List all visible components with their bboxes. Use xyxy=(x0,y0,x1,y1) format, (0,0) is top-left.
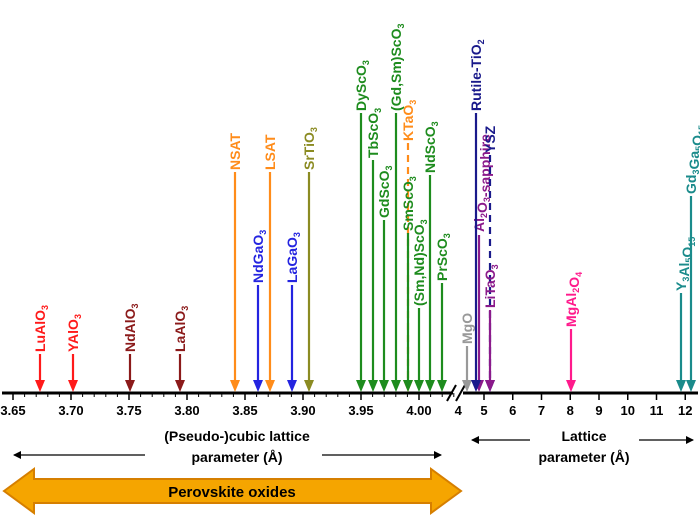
marker-ndalo-label: NdAlO3 xyxy=(122,303,140,352)
marker-lsat-arrowhead xyxy=(265,380,275,392)
marker-yalo-label: YAlO3 xyxy=(65,314,83,352)
marker-mgal2o4-label: MgAl2O4 xyxy=(563,272,584,327)
marker-gdsmsco-arrowhead xyxy=(391,380,401,392)
marker-srtio-label: SrTiO3 xyxy=(301,127,319,170)
marker-ndgao-arrowhead xyxy=(253,380,263,392)
marker-litao3-label: LiTaO3 xyxy=(482,264,500,308)
marker-mgo-label: MgO xyxy=(459,313,475,344)
marker-dysco-arrowhead xyxy=(356,380,366,392)
axis-break xyxy=(446,384,466,402)
marker-prsco-label: PrScO3 xyxy=(434,233,452,281)
marker-ndsco-label: NdScO3 xyxy=(422,121,440,173)
marker-ndsco-arrowhead xyxy=(425,380,435,392)
marker-yalo-arrowhead xyxy=(68,380,78,392)
left-tick-label: 3.65 xyxy=(0,403,25,418)
marker-smndsco-arrowhead xyxy=(414,380,424,392)
marker-tbsco-arrowhead xyxy=(368,380,378,392)
marker-tbsco-label: TbScO3 xyxy=(365,108,383,158)
marker-lsat-label: LSAT xyxy=(262,134,278,170)
left-tick-label: 3.80 xyxy=(174,403,199,418)
marker-gd3ga5o15-label: Gd3Ga5O15 xyxy=(683,125,700,194)
right-axis-label-line2: parameter (Å) xyxy=(538,449,629,465)
marker-laalo-label: LaAlO3 xyxy=(172,306,190,352)
left-axis-label-line1: (Pseudo-)cubic lattice xyxy=(164,428,310,444)
marker-smsco-arrowhead xyxy=(403,380,413,392)
marker-lualo-arrowhead xyxy=(35,380,45,392)
right-tick-label: 11 xyxy=(650,403,664,418)
marker-gd3ga5o15-arrowhead xyxy=(686,380,696,392)
right-tick-label: 5 xyxy=(480,403,487,418)
marker-gdsmsco-label: (Gd,Sm)ScO3 xyxy=(388,24,406,111)
left-tick-label: 3.75 xyxy=(116,403,141,418)
marker-prsco-arrowhead xyxy=(437,380,447,392)
left-axis-label-line2: parameter (Å) xyxy=(191,449,282,465)
marker-ysz-label: YSZ xyxy=(482,125,498,153)
right-tick-label: 8 xyxy=(567,403,574,418)
marker-lagao-arrowhead xyxy=(287,380,297,392)
marker-lagao-label: LaGaO3 xyxy=(284,232,302,283)
right-tick-label: 6 xyxy=(509,403,516,418)
marker-smndsco-label: (Sm,Nd)ScO3 xyxy=(411,219,429,306)
left-tick-label: 4.00 xyxy=(406,403,431,418)
right-tick-label: 12 xyxy=(678,403,692,418)
marker-lualo-label: LuAlO3 xyxy=(32,305,50,352)
marker-srtio-arrowhead xyxy=(304,380,314,392)
left-axis-ticks: 3.65 3.70 3.75 3.80 3.85 3.90 3.95 4.00 xyxy=(0,393,455,418)
banner-label: Perovskite oxides xyxy=(168,484,296,501)
marker-smsco-label: SmScO3 xyxy=(400,176,418,231)
left-tick-label: 3.85 xyxy=(232,403,257,418)
right-axis-label-line1: Lattice xyxy=(561,428,606,444)
right-tick-label: 9 xyxy=(595,403,602,418)
marker-ndalo-arrowhead xyxy=(125,380,135,392)
marker-y3al5o15-label: Y3Al5O15 xyxy=(673,237,697,291)
marker-gdsco-label: GdScO3 xyxy=(376,166,394,218)
left-tick-label: 3.70 xyxy=(58,403,83,418)
marker-mgo-arrowhead xyxy=(462,380,472,392)
left-tick-label: 3.90 xyxy=(290,403,315,418)
right-tick-label: 4 xyxy=(455,403,463,418)
left-tick-label: 3.95 xyxy=(348,403,373,418)
right-tick-label: 10 xyxy=(621,403,635,418)
marker-mgal2o4-arrowhead xyxy=(566,380,576,392)
marker-litao3-arrowhead xyxy=(485,380,495,392)
marker-ktao-label: KTaO3 xyxy=(400,100,418,141)
marker-nsat-label: NSAT xyxy=(227,132,243,170)
marker-laalo-arrowhead xyxy=(175,380,185,392)
marker-y3al5o15-arrowhead xyxy=(676,380,686,392)
marker-ndgao-label: NdGaO3 xyxy=(250,230,268,283)
marker-gdsco-arrowhead xyxy=(379,380,389,392)
marker-nsat-arrowhead xyxy=(230,380,240,392)
right-axis-ticks: 4 5 6 7 8 9 10 11 12 xyxy=(455,393,692,418)
marker-dysco-label: DyScO3 xyxy=(353,60,371,111)
marker-rutiletio2-label: Rutile-TiO2 xyxy=(468,39,486,111)
marker-rutiletio2-arrowhead xyxy=(471,380,481,392)
substrate-markers: LuAlO3 YAlO3 NdAlO3 LaAlO3 NSAT NdGaO3 LSAT LaG… xyxy=(32,24,700,392)
right-tick-label: 7 xyxy=(538,403,545,418)
perovskite-banner: Perovskite oxides xyxy=(2,467,463,515)
